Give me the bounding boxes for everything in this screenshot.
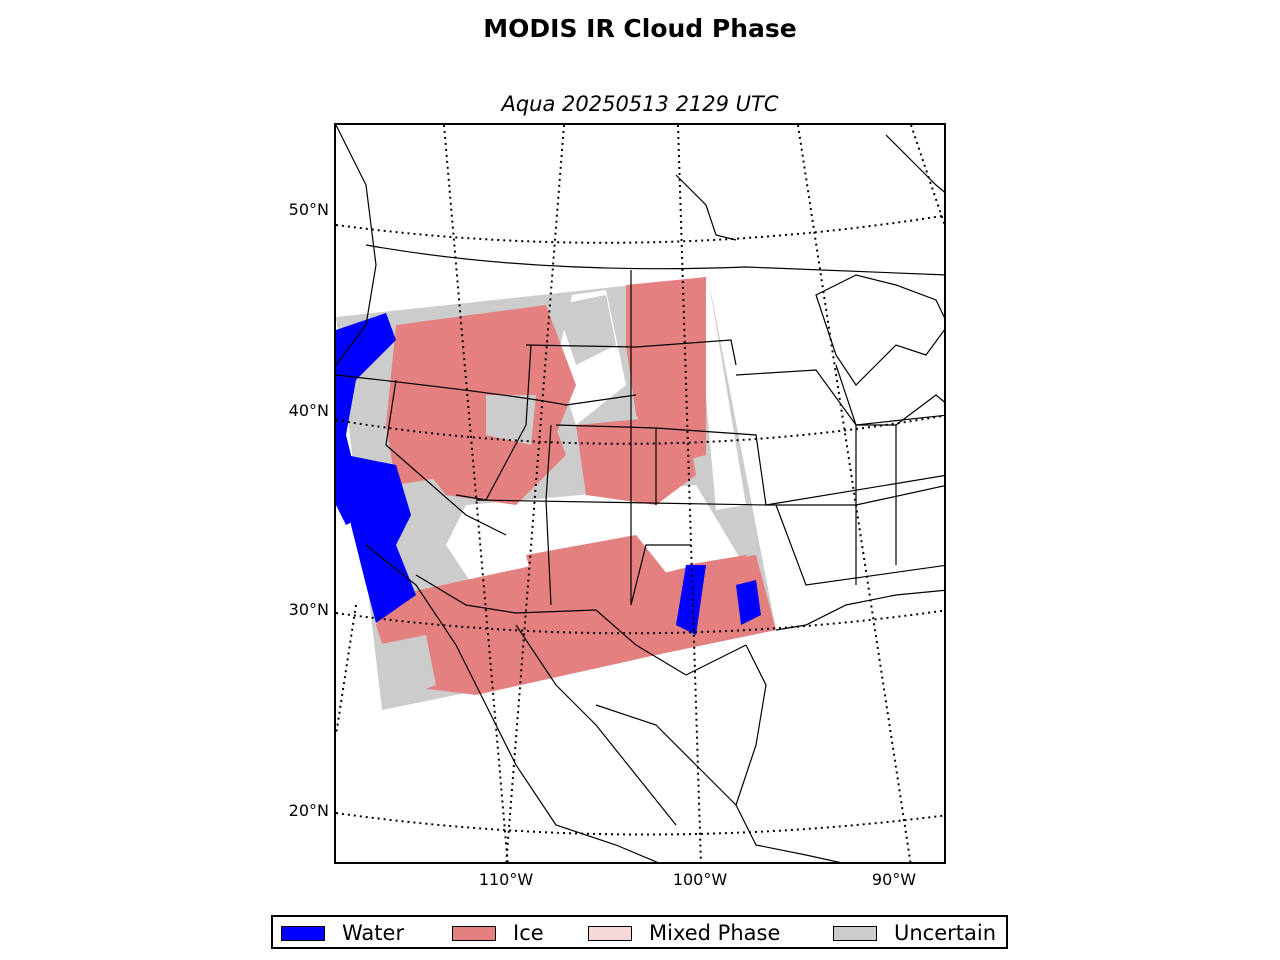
coastline <box>336 125 377 366</box>
great-lakes-outline <box>815 274 944 386</box>
ice-region <box>376 555 776 695</box>
state-boundary <box>766 485 944 506</box>
cloud-phase-map <box>336 125 944 862</box>
legend: Water Ice Mixed Phase Uncertain <box>271 915 1008 949</box>
lat-40-line <box>336 414 944 445</box>
lon-85-line <box>910 125 944 227</box>
lon-120-line <box>336 604 357 736</box>
canada-coast <box>885 134 944 193</box>
legend-swatch-mixed-phase <box>588 925 632 941</box>
legend-swatch-uncertain <box>833 925 877 941</box>
coastline <box>775 589 944 631</box>
lon-label-110: 110°W <box>478 870 534 889</box>
lat-50-line <box>336 214 944 244</box>
state-boundary <box>336 374 637 406</box>
lat-30-line <box>336 609 944 635</box>
uncertain-patch <box>556 295 616 365</box>
uncertain-patch <box>376 635 436 700</box>
clear-region <box>696 277 746 510</box>
water-region <box>736 580 761 625</box>
legend-swatch-water <box>281 925 325 941</box>
water-region <box>346 455 416 623</box>
state-boundary <box>545 424 552 606</box>
state-boundary <box>385 379 507 536</box>
legend-item-water: Water <box>281 921 404 945</box>
state-boundary <box>630 544 691 606</box>
map-title: MODIS IR Cloud Phase <box>483 14 797 43</box>
lon-90-line <box>797 125 912 862</box>
state-boundary <box>525 339 737 366</box>
uncertain-patch <box>486 395 536 445</box>
lat-label-20: 20°N <box>288 801 329 820</box>
lon-110-line <box>443 125 509 862</box>
canada-us-border <box>365 244 944 276</box>
lat-20-line <box>336 812 944 836</box>
mexico-interior-boundary <box>515 624 677 826</box>
legend-item-uncertain: Uncertain <box>833 921 996 945</box>
state-boundary <box>655 427 767 506</box>
legend-swatch-ice <box>452 925 496 941</box>
lat-label-40: 40°N <box>288 401 329 420</box>
lon-label-100: 100°W <box>672 870 728 889</box>
lat-label-30: 30°N <box>288 600 329 619</box>
map-subtitle: Aqua 20250513 2129 UTC <box>501 92 779 116</box>
legend-label-uncertain: Uncertain <box>894 921 997 945</box>
legend-label-water: Water <box>342 921 405 945</box>
state-boundary <box>775 504 944 586</box>
ice-region <box>576 415 696 505</box>
ice-region <box>526 535 676 595</box>
legend-item-mixed-phase: Mixed Phase <box>588 921 780 945</box>
legend-label-ice: Ice <box>513 921 544 945</box>
mexico-border <box>415 574 747 676</box>
state-boundary <box>455 344 532 501</box>
canada-coast <box>675 174 737 241</box>
mexico-interior-boundary <box>595 704 737 806</box>
lon-100-line <box>505 125 565 862</box>
lat-label-50: 50°N <box>288 200 329 219</box>
map-panel <box>334 123 946 864</box>
coastline <box>365 544 659 862</box>
coastline <box>735 644 841 862</box>
state-boundary <box>835 364 944 426</box>
lon-label-90: 90°W <box>871 870 917 889</box>
legend-item-ice: Ice <box>452 921 544 945</box>
water-region <box>676 565 706 635</box>
legend-label-mixed-phase: Mixed Phase <box>649 921 781 945</box>
